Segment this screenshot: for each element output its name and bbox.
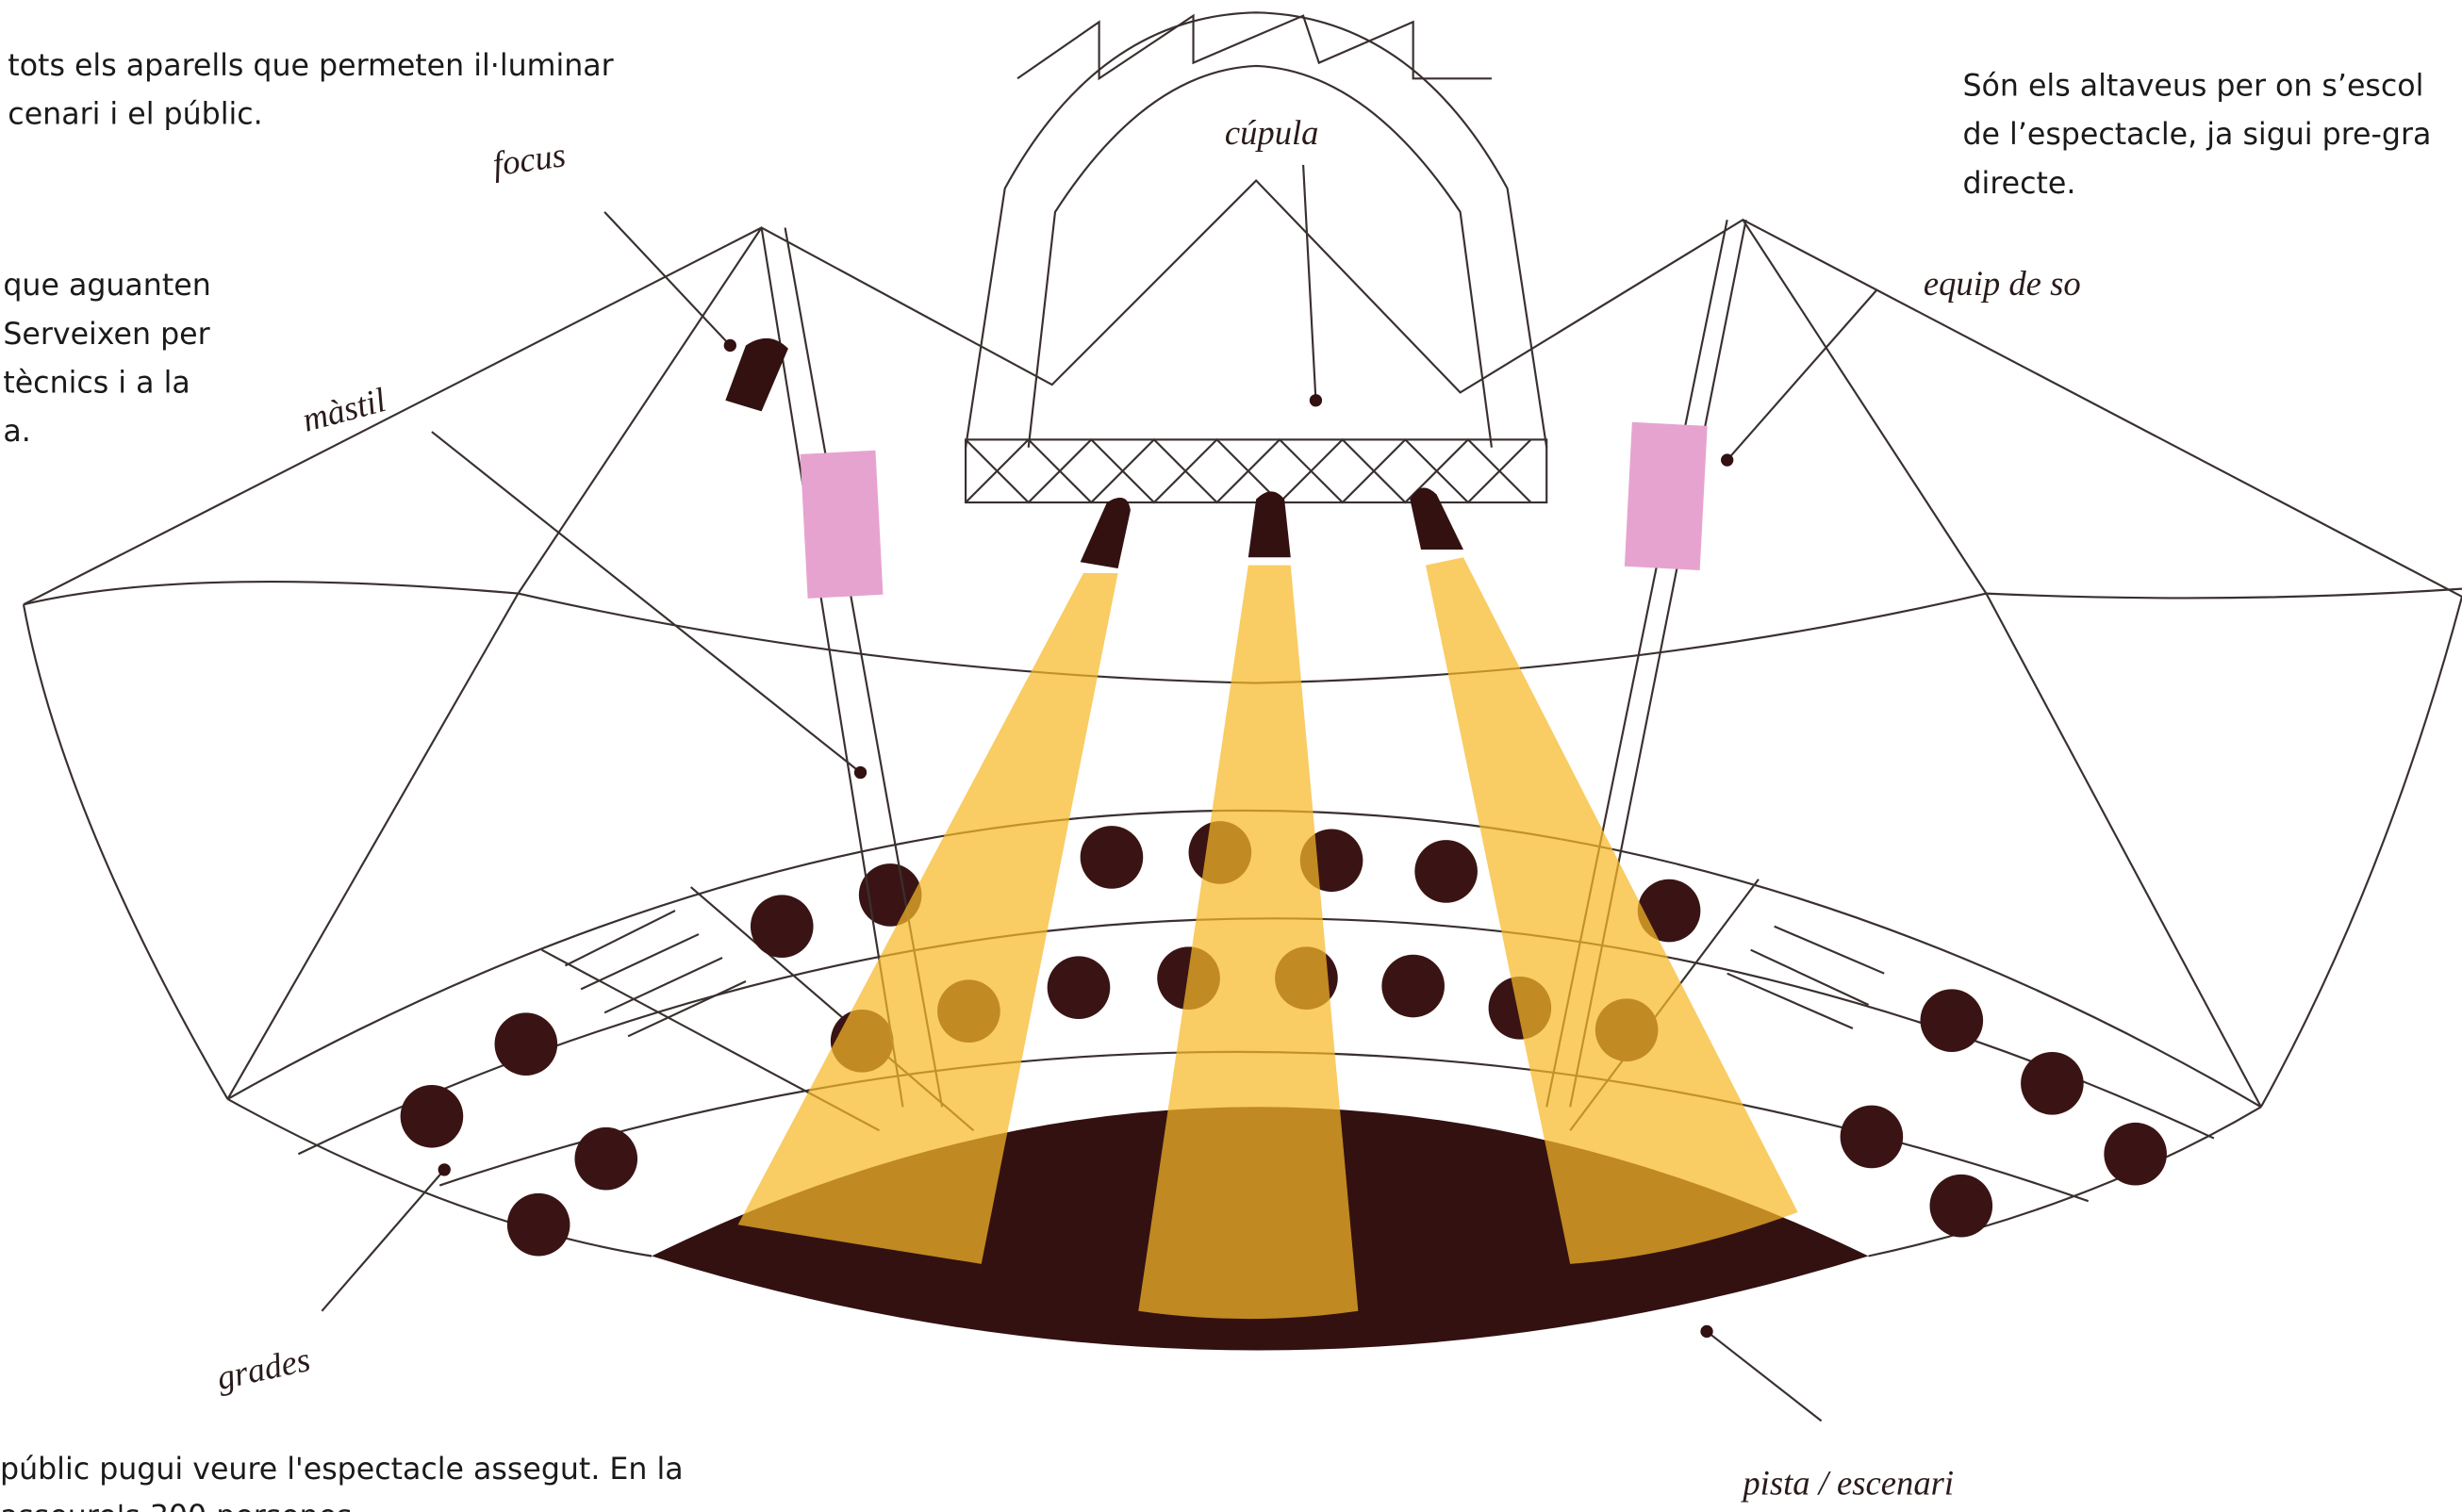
lamps <box>1081 487 1463 568</box>
label: màstil <box>298 380 389 439</box>
label: cúpula <box>1225 113 1319 152</box>
label: grades <box>213 1339 313 1397</box>
paragraph-line: directe. <box>1962 167 2075 201</box>
paragraph-line: tècnics i a la <box>3 366 190 400</box>
label: pista / escenari <box>1740 1464 1954 1503</box>
paragraph-line: que aguanten <box>3 269 210 303</box>
cupola <box>966 12 1546 502</box>
paragraph-line: públic pugui veure l'espectacle assegut.… <box>0 1453 684 1487</box>
label: equip de so <box>1924 264 2081 303</box>
paragraph-line: cenari i el públic. <box>8 98 262 132</box>
beams <box>738 557 1798 1319</box>
speaker <box>801 451 884 599</box>
page: {"paragraphs": [ {"lines": ["tots els ap… <box>0 0 2462 1512</box>
paragraph-line: de l’espectacle, ja sigui pre-gra <box>1962 118 2431 152</box>
paragraph-line: Serveixen per <box>3 318 209 352</box>
label: focus <box>490 135 568 183</box>
paragraph-line: tots els aparells que permeten il·lumina… <box>8 49 613 83</box>
paragraph-line: Són els altaveus per on s’escol <box>1962 70 2423 104</box>
illustration: focus cúpula màstil equip de so grades p… <box>0 0 2462 1512</box>
speaker <box>1625 422 1708 570</box>
paragraph-line: asseure's 300 persones <box>0 1500 353 1512</box>
paragraph-line: a. <box>3 415 30 449</box>
